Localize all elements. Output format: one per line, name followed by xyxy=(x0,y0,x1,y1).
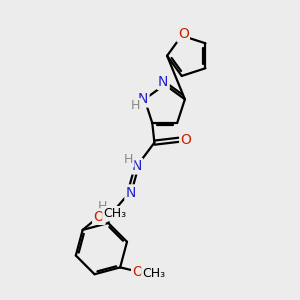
Text: H: H xyxy=(130,99,140,112)
Text: CH₃: CH₃ xyxy=(103,207,127,220)
Text: N: N xyxy=(126,186,136,200)
Text: O: O xyxy=(178,27,189,41)
Text: H: H xyxy=(98,200,108,213)
Text: H: H xyxy=(124,153,133,166)
Text: N: N xyxy=(138,92,148,106)
Text: O: O xyxy=(93,210,104,224)
Text: O: O xyxy=(132,265,143,279)
Text: CH₃: CH₃ xyxy=(142,267,166,280)
Text: O: O xyxy=(181,133,191,147)
Text: N: N xyxy=(158,75,168,89)
Text: N: N xyxy=(132,159,142,173)
